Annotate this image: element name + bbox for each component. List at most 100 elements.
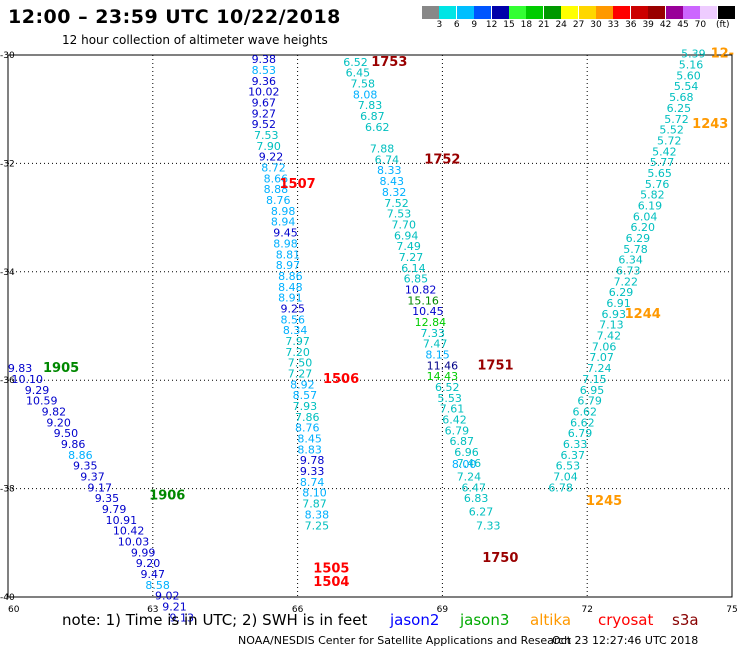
generated-timestamp: Oct 23 12:27:46 UTC 2018 <box>552 634 699 647</box>
legend-altika: altika <box>530 611 572 629</box>
pass-time-label: 1753 <box>371 55 407 70</box>
wave-height-value: 9.27 <box>252 107 277 120</box>
wave-height-value: 6.96 <box>454 446 479 459</box>
pass-time-label: 1507 <box>280 177 316 192</box>
wave-height-value: 9.78 <box>300 454 325 467</box>
map-subtitle: 12 hour collection of altimeter wave hei… <box>62 33 328 47</box>
wave-height-value: 7.83 <box>358 99 383 112</box>
pass-time-label: 12- <box>711 47 735 62</box>
wave-height-value: 6.20 <box>630 221 655 234</box>
wave-height-value: 8.10 <box>302 487 327 500</box>
pass-time-label: 1504 <box>313 575 349 590</box>
wave-height-value: 6.19 <box>638 199 663 212</box>
wave-height-value: 8.15 <box>425 349 450 362</box>
wave-height-value: 6.42 <box>442 414 467 427</box>
wave-height-value: 9.13 <box>170 611 195 624</box>
wave-height-value: 8.38 <box>305 508 330 521</box>
legend-label: 36 <box>625 20 637 30</box>
wave-height-value: 8.53 <box>252 64 277 77</box>
wave-height-value: 6.79 <box>445 424 470 437</box>
wave-height-value: 6.52 <box>435 381 460 394</box>
legend-swatch <box>613 6 631 19</box>
wave-height-value: 5.60 <box>676 69 701 82</box>
wave-height-value: 5.78 <box>623 243 648 256</box>
wave-height-value: 10.42 <box>113 525 145 538</box>
wave-height-value: 8.57 <box>293 389 318 402</box>
wave-height-value: 9.02 <box>155 590 180 603</box>
wave-height-value: 8.92 <box>290 378 315 391</box>
wave-height-value: 6.83 <box>464 492 489 505</box>
legend-label: 21 <box>538 20 550 30</box>
wave-height-value: 8.83 <box>297 443 322 456</box>
wave-height-value: 9.83 <box>8 362 33 375</box>
wave-height-value: 6.53 <box>556 460 581 473</box>
y-tick-label: -32 <box>0 159 15 169</box>
y-tick-label: -36 <box>0 376 15 386</box>
wave-height-value: 9.35 <box>73 460 98 473</box>
wave-height-value: 10.91 <box>106 514 138 527</box>
wave-height-value: 8.45 <box>297 433 322 446</box>
wave-height-value: 9.47 <box>141 568 166 581</box>
wave-height-value: 7.49 <box>396 240 421 253</box>
map-frame <box>7 54 733 598</box>
pass-time-label: 1751 <box>477 358 513 373</box>
wave-height-value: 8.58 <box>145 579 170 592</box>
x-tick-label: 69 <box>437 605 449 615</box>
wave-height-value: 7.58 <box>351 78 376 91</box>
y-tick-label: -38 <box>0 485 15 495</box>
wave-height-value: 7.70 <box>392 218 417 231</box>
wave-height-value: 12.84 <box>415 316 447 329</box>
wave-height-value: 8.94 <box>271 216 296 229</box>
legend-label: 9 <box>471 20 478 30</box>
wave-height-value: 7.24 <box>457 470 482 483</box>
wave-height-value: 8.66 <box>264 172 289 185</box>
legend-label: 30 <box>590 20 602 30</box>
wave-height-value: 6.74 <box>375 153 400 166</box>
wave-height-value: 10.02 <box>248 86 280 99</box>
wave-height-value: 7.33 <box>420 327 445 340</box>
legend-label: 70 <box>694 20 707 30</box>
wave-height-value: 6.87 <box>360 110 385 123</box>
pass-time-label: 1906 <box>149 488 185 503</box>
wave-height-value: 6.45 <box>346 67 371 80</box>
legend-swatch <box>491 6 509 19</box>
pass-time-label: 1750 <box>482 551 518 566</box>
legend-swatch <box>422 6 439 19</box>
wave-height-value: 8.97 <box>276 259 301 272</box>
wave-height-value: 5.42 <box>652 145 677 158</box>
wave-height-value: 5.68 <box>669 91 694 104</box>
x-tick-label: 63 <box>147 605 158 615</box>
wave-height-value: 14.43 <box>427 370 459 383</box>
wave-height-value: 9.20 <box>46 416 71 429</box>
wave-height-value: 9.52 <box>252 118 277 131</box>
wave-height-value: 6.85 <box>404 273 429 286</box>
wave-height-value: 10.82 <box>405 283 437 296</box>
wave-height-value: 9.21 <box>162 601 187 614</box>
wave-height-value: 9.67 <box>252 96 277 109</box>
wave-height-value: 7.86 <box>295 411 320 424</box>
y-tick-label: -30 <box>0 51 15 61</box>
wave-height-value: 8.76 <box>266 194 291 207</box>
legend-swatch <box>630 6 648 19</box>
legend-label: 45 <box>677 20 689 30</box>
wave-height-value: 9.79 <box>102 503 127 516</box>
wave-height-value: 9.37 <box>80 470 105 483</box>
wave-height-value: 8.76 <box>295 422 320 435</box>
wave-height-value: 8.08 <box>353 88 378 101</box>
wave-height-value: 7.33 <box>476 519 501 532</box>
wave-height-value: 6.73 <box>616 265 641 278</box>
legend-label: 12 <box>485 20 498 30</box>
wave-height-value: 7.20 <box>285 346 310 359</box>
wave-height-value: 5.72 <box>657 134 682 147</box>
wave-height-value: 7.22 <box>614 275 639 288</box>
wave-height-value: 7.61 <box>440 403 465 416</box>
wave-height-value: 8.33 <box>377 164 402 177</box>
wave-height-value: 7.24 <box>587 362 612 375</box>
wave-height-value: 5.72 <box>664 113 689 126</box>
note-text: note: 1) Time is in UTC; 2) SWH is in fe… <box>62 611 368 629</box>
wave-height-value: 7.13 <box>599 319 624 332</box>
pass-time-label: 1243 <box>692 117 728 132</box>
wave-height-value: 6.25 <box>667 102 692 115</box>
wave-height-value: 6.78 <box>548 481 573 494</box>
